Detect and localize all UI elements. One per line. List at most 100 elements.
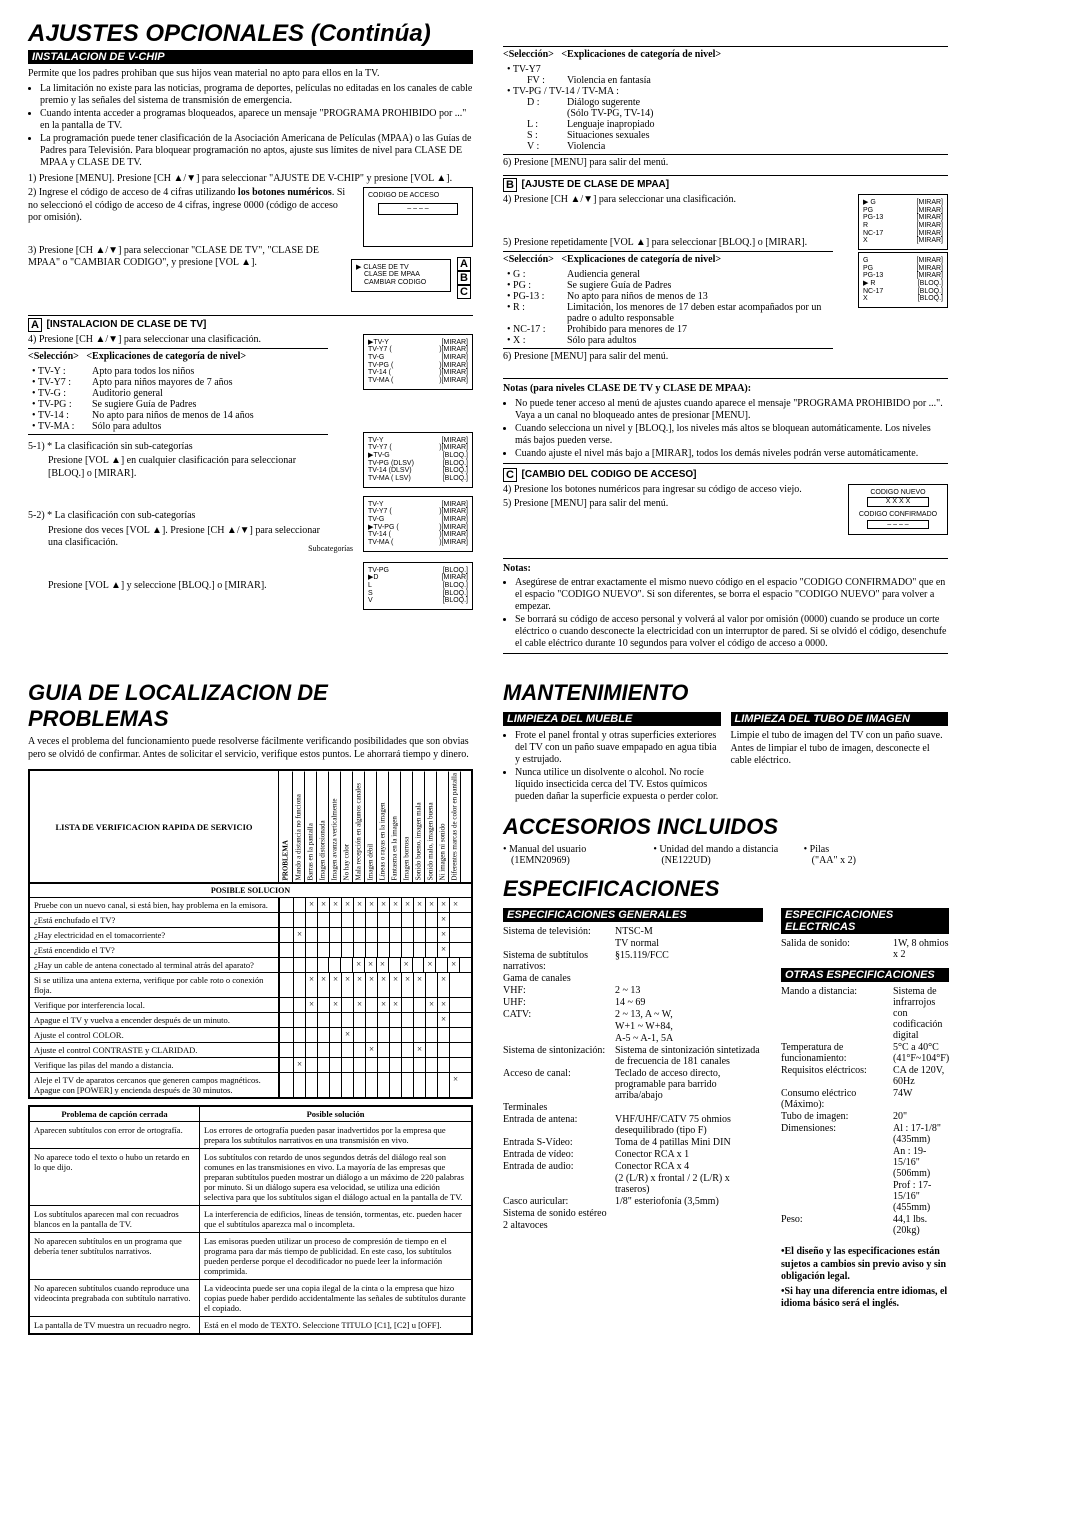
ntvh: Notas (para niveles CLASE DE TV y CLASE … xyxy=(503,383,751,394)
caption-row: La pantalla de TV muestra un recuadro ne… xyxy=(30,1317,471,1333)
trouble-col-head: Imagen avanza verticalmente xyxy=(329,771,341,882)
ml00: • G : xyxy=(507,269,567,280)
spec-item: Prof : 17-15/16"(455mm) xyxy=(781,1180,949,1213)
trouble-col-head: Diferentes marcas de color en pantalla xyxy=(449,771,461,882)
rt41: (Sólo TV-PG, TV-14) xyxy=(567,108,653,119)
spec-item: VHF:2 ~ 13 xyxy=(503,985,763,996)
tl30: • TV-PG : xyxy=(32,399,92,410)
trouble-cell xyxy=(305,1028,317,1042)
spec-label: Consumo eléctrico (Máximo): xyxy=(781,1088,893,1110)
secC-s4: 4) Presione los botones numéricos para i… xyxy=(503,484,823,497)
osdnew: CODIGO NUEVO xyxy=(853,489,943,497)
trouble-cell: × xyxy=(317,973,329,997)
trouble-cell xyxy=(449,973,461,997)
spec-label xyxy=(781,1180,893,1213)
trouble-row: Si se utiliza una antena externa, verifi… xyxy=(30,973,471,998)
ml21: No apto para niños de menos de 13 xyxy=(567,291,708,302)
trouble-cell xyxy=(341,998,353,1012)
trouble-solution: Aleje el TV de aparatos cercanos que gen… xyxy=(30,1073,279,1097)
bl-b: B xyxy=(457,271,471,285)
osd-row: TV-Y[MIRAR] xyxy=(368,437,468,445)
trouble-cell xyxy=(317,998,329,1012)
osd-newcode: CODIGO NUEVO X X X X CODIGO CONFIRMADO –… xyxy=(848,484,948,536)
spbg: ESPECIFICACIONES GENERALES xyxy=(503,908,763,922)
vb2: La programación puede tener clasificació… xyxy=(40,133,473,169)
ml40: • NC-17 : xyxy=(507,324,567,335)
vb1: Cuando intenta acceder a programas bloqu… xyxy=(40,108,473,132)
spec-label: Entrada de vídeo: xyxy=(503,1149,615,1160)
trouble-cell: × xyxy=(329,898,341,912)
caption-problem: Aparecen subtítulos con error de ortogra… xyxy=(30,1122,200,1148)
spec-item: Tubo de imagen:20" xyxy=(781,1111,949,1122)
trouble-solution: ¿Está enchufado el TV? xyxy=(30,913,279,927)
trouble-cell xyxy=(353,913,365,927)
trouble-cell: × xyxy=(377,898,389,912)
reh: <Explicaciones de categoría de nivel> xyxy=(561,49,721,60)
spec-value: Conector RCA x 1 xyxy=(615,1149,763,1160)
spec-value: 20" xyxy=(893,1111,949,1122)
trouble-cell: × xyxy=(401,973,413,997)
spec-label xyxy=(503,1021,615,1032)
trouble-cell xyxy=(413,1028,425,1042)
trouble-col-head: Imagen débil xyxy=(365,771,377,882)
osd-row: PG[MIRAR] xyxy=(863,207,943,215)
trouble-cell: × xyxy=(413,1043,425,1057)
rt11: Violencia en fantasía xyxy=(567,75,651,86)
trouble-row: Verifique por interferencia local.××××××… xyxy=(30,998,471,1013)
trouble-cell xyxy=(317,1043,329,1057)
trouble-col-head: Barras en la pantalla xyxy=(305,771,317,882)
trouble-cell xyxy=(341,1073,353,1097)
osd-row: X[MIRAR] xyxy=(863,237,943,245)
osd-row: NC-17[MIRAR] xyxy=(863,230,943,238)
trouble-solution: Si se utiliza una antena externa, verifi… xyxy=(30,973,279,997)
trouble-cell xyxy=(365,998,377,1012)
trouble-cell xyxy=(435,958,447,972)
ml51: Sólo para adultos xyxy=(567,335,636,346)
trouble-cell xyxy=(449,1013,461,1027)
trouble-cell xyxy=(449,1058,461,1072)
trouble-cell: × xyxy=(377,998,389,1012)
selh: <Selección> xyxy=(28,351,79,362)
trouble-cell: × xyxy=(341,973,353,997)
spec-label: Entrada de antena: xyxy=(503,1114,615,1136)
trouble-cell xyxy=(389,1073,401,1097)
trouble-table: LISTA DE VERIFICACION RAPIDA DE SERVICIO… xyxy=(28,769,473,1099)
bl-a: A xyxy=(457,257,471,271)
ai11: (NE122UD) xyxy=(653,855,710,866)
trouble-cell: × xyxy=(352,958,364,972)
trouble-cell xyxy=(341,913,353,927)
spec-value xyxy=(615,1208,763,1219)
caption-table: Problema de capción cerrada Posible solu… xyxy=(28,1105,473,1335)
spec-item: CATV:2 ~ 13, A ~ W, xyxy=(503,1009,763,1020)
trouble-cell: × xyxy=(329,998,341,1012)
trouble-cell xyxy=(425,973,437,997)
trouble-cell xyxy=(365,1013,377,1027)
spec-label: Gama de canales xyxy=(503,973,615,984)
trouble-cell xyxy=(305,1058,317,1072)
osd-mpaa2: G[MIRAR]PG[MIRAR]PG-13[MIRAR]▶ R[BLOQ.]N… xyxy=(858,252,948,308)
osd-row: TV-G[MIRAR] xyxy=(368,516,468,524)
osd-row: ▶TV-Y[MIRAR] xyxy=(368,339,468,347)
osd-mpaa1: ▶ G[MIRAR]PG[MIRAR]PG-13[MIRAR]R[MIRAR]N… xyxy=(858,194,948,250)
spec-title: ESPECIFICACIONES xyxy=(503,876,948,902)
spec-label xyxy=(503,938,615,949)
trouble-col-head: Sonido malo, imagen buena xyxy=(425,771,437,882)
spec-label: Sistema de sonido estéreo xyxy=(503,1208,615,1219)
spec-label: Dimensiones: xyxy=(781,1123,893,1145)
trouble-row: Verifique las pilas del mando a distanci… xyxy=(30,1058,471,1073)
trouble-cell xyxy=(329,1028,341,1042)
trouble-col-head: Fantasma en la imagen xyxy=(389,771,401,882)
osd-row: TV-MA ( )[MIRAR] xyxy=(368,539,468,547)
trouble-cell: × xyxy=(437,1013,449,1027)
trouble-col-head: Mando a distancia no funciona xyxy=(293,771,305,882)
trouble-cell xyxy=(425,1043,437,1057)
trouble-cell: × xyxy=(365,898,377,912)
trouble-cell xyxy=(425,1013,437,1027)
rt30: D : xyxy=(507,97,567,108)
trouble-cell xyxy=(377,913,389,927)
trouble-cell: × xyxy=(293,1058,305,1072)
trouble-cell xyxy=(413,1073,425,1097)
trouble-cell: × xyxy=(364,958,376,972)
rstep6: 6) Presione [MENU] para salir del menú. xyxy=(503,157,948,170)
trouble-cell: × xyxy=(341,898,353,912)
